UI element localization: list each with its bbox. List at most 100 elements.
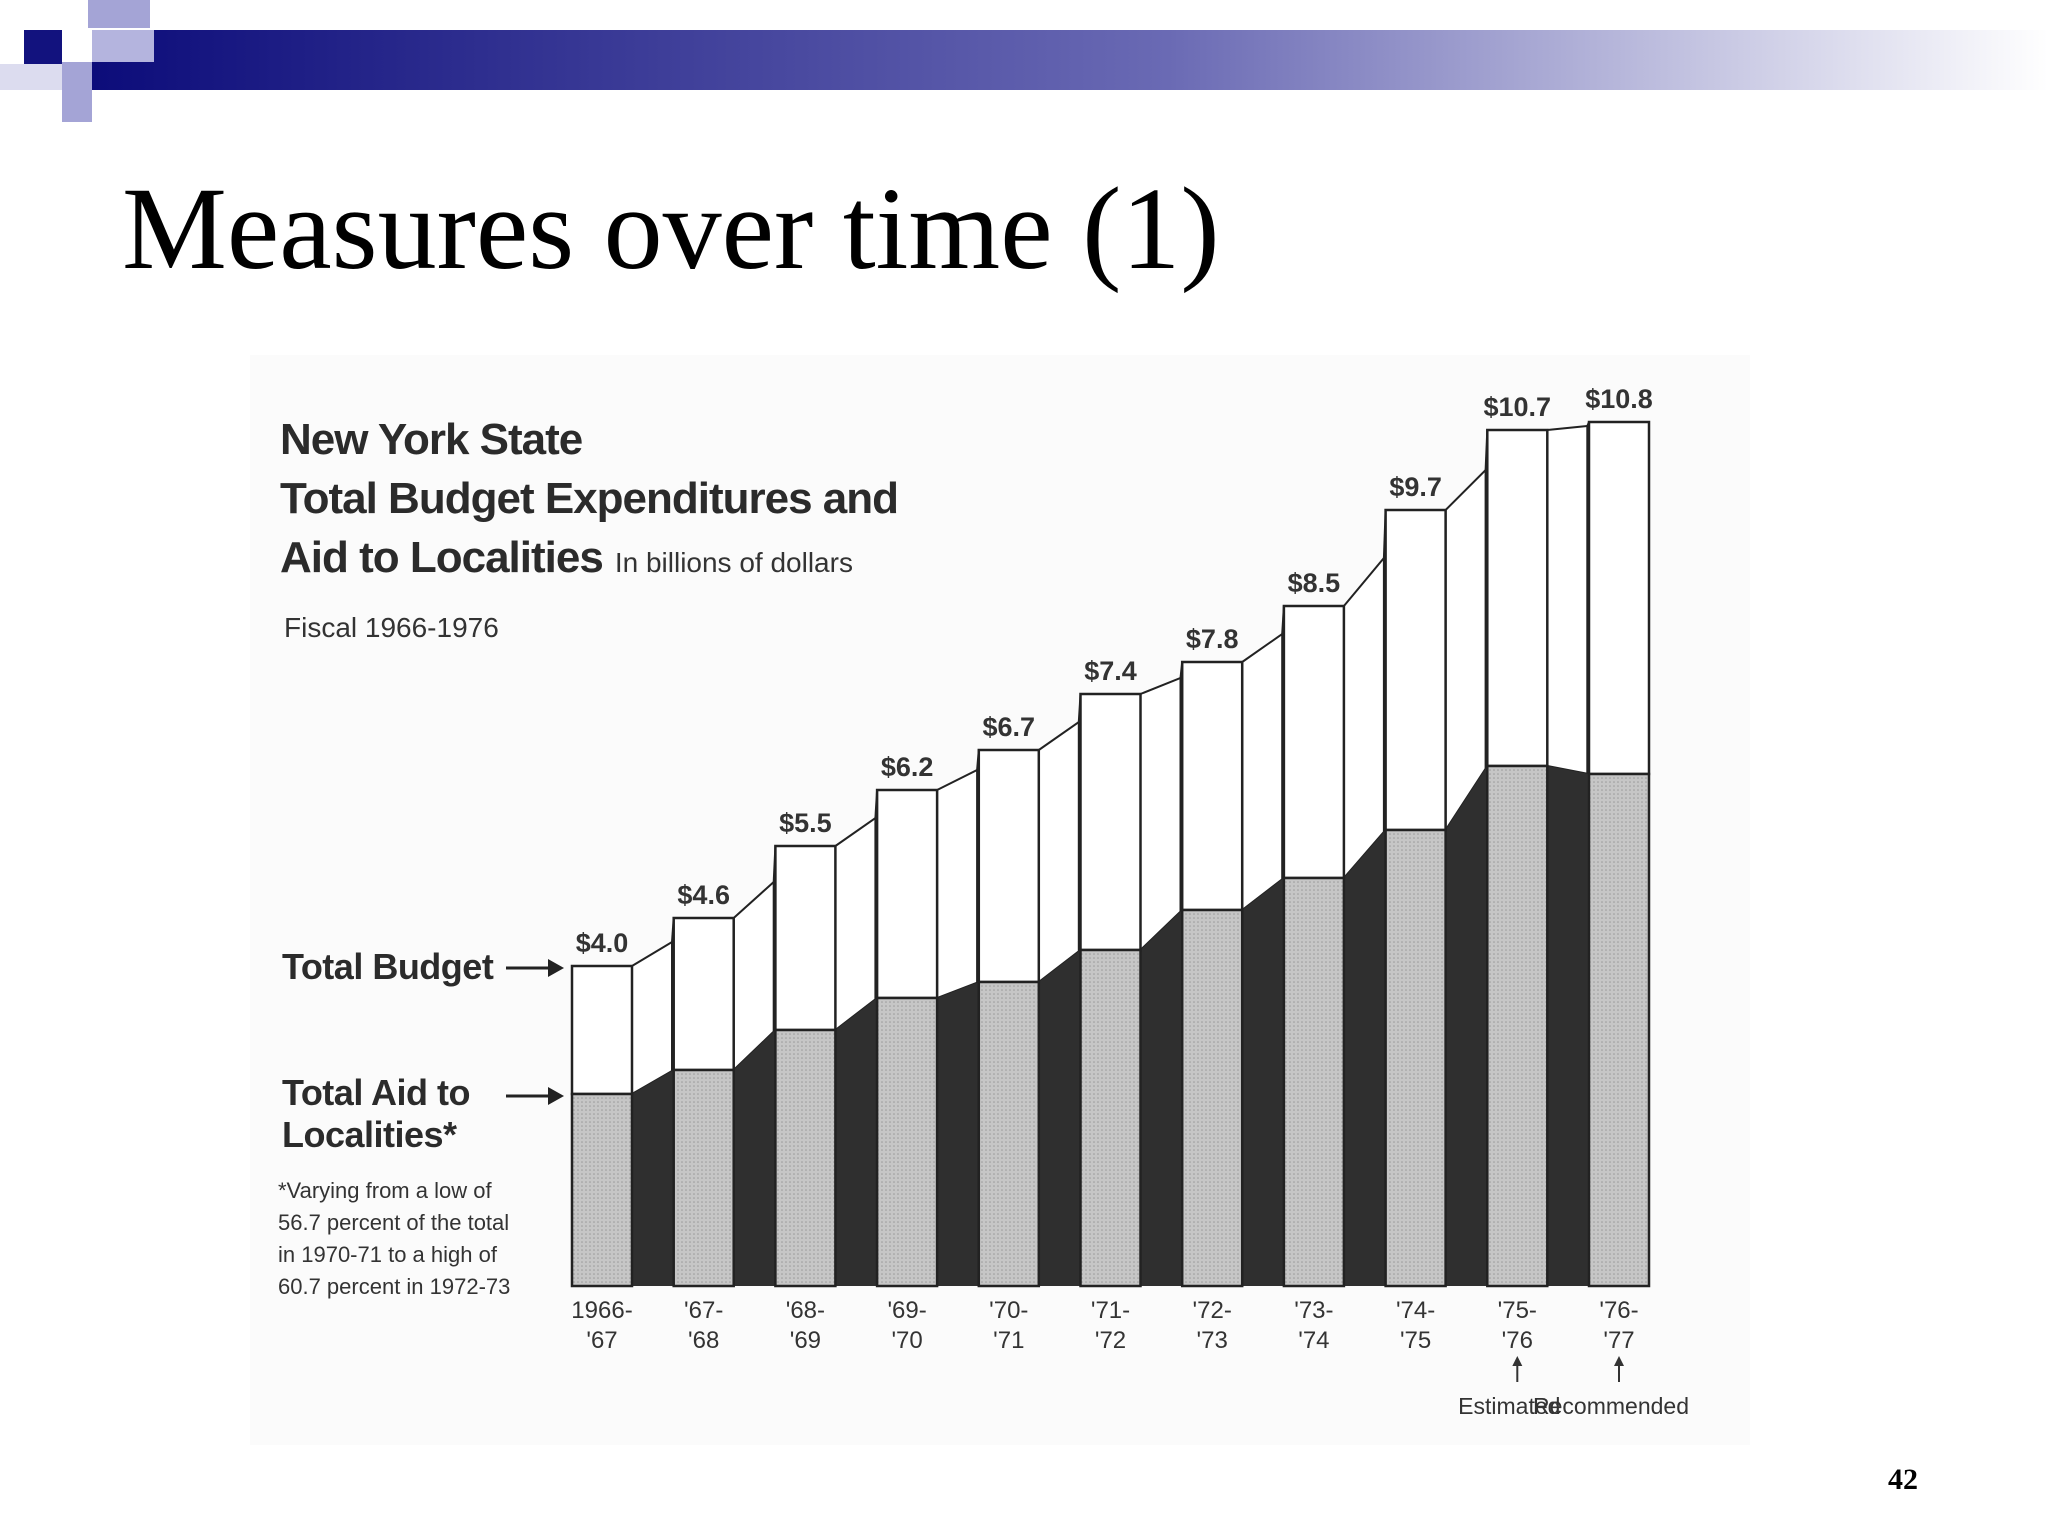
category-label: '76 — [1502, 1327, 1533, 1354]
bar-total-budget — [875, 788, 939, 1000]
aid-connector — [1445, 766, 1488, 1286]
value-label: $6.2 — [881, 752, 934, 782]
aid-connector — [835, 998, 878, 1286]
category-label: '70- — [989, 1297, 1028, 1324]
aid-connector — [1140, 910, 1183, 1286]
category-label: '67 — [586, 1327, 617, 1354]
category-label: '73- — [1294, 1297, 1333, 1324]
value-label: $5.5 — [779, 808, 832, 838]
chart-title-line-2: Total Budget Expenditures and — [280, 474, 899, 523]
value-label: $10.7 — [1484, 392, 1552, 422]
category-label: '73 — [1197, 1327, 1228, 1354]
annotation-label: Recommended — [1533, 1393, 1689, 1419]
value-label: $10.8 — [1585, 384, 1653, 414]
annotation-arrow-head — [1512, 1356, 1523, 1366]
category-label: 1966- — [571, 1297, 632, 1324]
legend-total-budget: Total Budget — [282, 946, 494, 987]
category-label: '69 — [790, 1327, 821, 1354]
budget-connector — [631, 940, 673, 1096]
bar-aid-to-localities — [875, 996, 939, 1288]
category-label: '74 — [1298, 1327, 1329, 1354]
bar-total-budget — [774, 844, 837, 1032]
deco-square-light-low — [62, 62, 92, 122]
chart-units: In billions of dollars — [614, 547, 853, 578]
chart-title-line-3: Aid to Localities In billions of dollars — [280, 536, 853, 580]
bar-aid-to-localities — [570, 1092, 634, 1288]
value-label: $4.0 — [576, 928, 629, 958]
deco-square-pale — [0, 64, 62, 90]
aid-connector — [1038, 950, 1081, 1286]
bar-aid-to-localities — [672, 1068, 735, 1288]
deco-square-dark — [24, 30, 62, 64]
bar-total-budget — [570, 964, 634, 1096]
category-label: '72- — [1193, 1297, 1232, 1324]
bar-aid-to-localities — [1180, 908, 1244, 1288]
bar-aid-to-localities — [1079, 948, 1142, 1288]
chart-subtitle: Fiscal 1966-1976 — [284, 612, 499, 643]
aid-connector — [1343, 830, 1386, 1286]
deco-square-light-mid — [92, 30, 154, 62]
slide-title: Measures over time (1) — [122, 163, 1220, 294]
bar-aid-to-localities — [1384, 828, 1447, 1288]
category-label: '72 — [1095, 1327, 1126, 1354]
bar-total-budget — [1079, 692, 1142, 952]
deco-square-light-top — [88, 0, 150, 28]
budget-connector — [936, 768, 979, 1000]
budget-connector — [834, 816, 877, 1033]
category-label: '67- — [684, 1297, 723, 1324]
bar-total-budget — [1486, 428, 1549, 768]
aid-connector — [937, 982, 979, 1286]
legend-arrow-aid-head — [548, 1087, 564, 1105]
bar-aid-to-localities — [1587, 772, 1651, 1288]
category-label: '68- — [786, 1297, 825, 1324]
value-label: $7.8 — [1186, 624, 1239, 654]
category-label: '71- — [1091, 1297, 1130, 1324]
aid-connector — [1547, 766, 1589, 1286]
page-number: 42 — [1888, 1463, 1918, 1496]
category-label: '76- — [1599, 1297, 1638, 1324]
category-label: '75 — [1400, 1327, 1431, 1354]
aid-connector — [1242, 878, 1284, 1286]
category-label: '68 — [688, 1327, 719, 1354]
budget-connector — [1241, 632, 1284, 913]
category-label: '77 — [1603, 1327, 1634, 1354]
value-label: $4.6 — [677, 880, 730, 910]
category-label: '70 — [891, 1327, 922, 1354]
title-band-decoration — [0, 0, 2048, 122]
chart-footnote: *Varying from a low of 56.7 percent of t… — [278, 1178, 511, 1299]
bar-total-budget — [1587, 420, 1651, 776]
value-label: $6.7 — [983, 712, 1036, 742]
aid-connector — [733, 1030, 776, 1286]
value-label: $8.5 — [1288, 568, 1341, 598]
bar-aid-to-localities — [1486, 764, 1549, 1288]
legend-arrow-budget-head — [548, 959, 564, 977]
annotation-label: Estimated — [1458, 1393, 1560, 1419]
aid-connector — [632, 1070, 674, 1286]
budget-connector — [1342, 555, 1385, 881]
bar-aid-to-localities — [977, 980, 1041, 1288]
budget-connector — [1037, 720, 1080, 985]
bar-aid-to-localities — [774, 1028, 837, 1288]
legend-aid-line-1: Total Aid to — [282, 1072, 470, 1113]
bar-total-budget — [977, 748, 1041, 984]
legend-aid-line-2: Localities* — [282, 1114, 457, 1155]
bar-total-budget — [1282, 604, 1346, 880]
bar-total-budget — [672, 916, 735, 1072]
category-label: '69- — [887, 1297, 926, 1324]
chart-title-line-3-text: Aid to Localities — [280, 533, 604, 582]
annotation-arrow-head — [1614, 1356, 1624, 1366]
category-label: '71 — [993, 1327, 1024, 1354]
title-band — [92, 30, 2048, 90]
bar-total-budget — [1384, 508, 1447, 832]
bar-total-budget — [1180, 660, 1244, 912]
category-label: '75- — [1498, 1297, 1537, 1324]
chart-title-line-1: New York State — [280, 415, 583, 464]
value-label: $7.4 — [1084, 656, 1137, 686]
budget-connector — [1546, 424, 1589, 775]
category-label: '74- — [1396, 1297, 1435, 1324]
value-label: $9.7 — [1389, 472, 1442, 502]
budget-connector — [1444, 467, 1487, 834]
bar-aid-to-localities — [1282, 876, 1346, 1288]
budget-connector — [1139, 676, 1182, 953]
